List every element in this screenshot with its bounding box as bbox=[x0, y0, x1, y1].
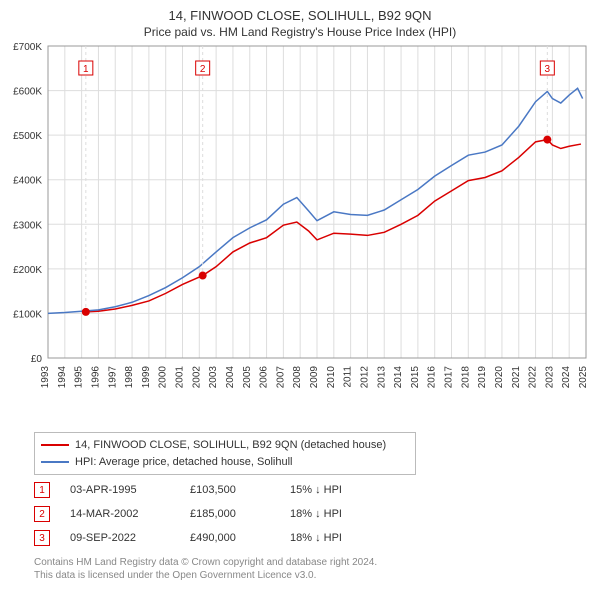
legend-label-property: 14, FINWOOD CLOSE, SOLIHULL, B92 9QN (de… bbox=[75, 437, 386, 454]
chart-plot-area: £0£100K£200K£300K£400K£500K£600K£700K199… bbox=[48, 46, 588, 396]
svg-text:2006: 2006 bbox=[259, 366, 270, 389]
svg-text:2014: 2014 bbox=[393, 366, 404, 389]
chart-svg: £0£100K£200K£300K£400K£500K£600K£700K199… bbox=[48, 46, 588, 396]
svg-text:2023: 2023 bbox=[544, 366, 555, 389]
svg-text:2020: 2020 bbox=[494, 366, 505, 389]
svg-text:2024: 2024 bbox=[561, 366, 572, 389]
sale-price-2: £185,000 bbox=[190, 508, 290, 520]
sale-date-2: 14-MAR-2002 bbox=[70, 508, 190, 520]
svg-text:2001: 2001 bbox=[175, 366, 186, 389]
svg-text:2011: 2011 bbox=[343, 366, 354, 388]
svg-text:1: 1 bbox=[83, 64, 89, 75]
chart-subtitle: Price paid vs. HM Land Registry's House … bbox=[0, 23, 600, 43]
svg-text:£700K: £700K bbox=[13, 42, 42, 53]
svg-text:2: 2 bbox=[200, 64, 206, 75]
sale-marker-1: 1 bbox=[34, 482, 50, 498]
svg-text:£400K: £400K bbox=[13, 176, 42, 187]
svg-text:£600K: £600K bbox=[13, 87, 42, 98]
legend-label-hpi: HPI: Average price, detached house, Soli… bbox=[75, 454, 293, 471]
sale-price-3: £490,000 bbox=[190, 532, 290, 544]
svg-text:2019: 2019 bbox=[477, 366, 488, 389]
svg-text:£500K: £500K bbox=[13, 131, 42, 142]
svg-text:3: 3 bbox=[545, 64, 551, 75]
table-row: 2 14-MAR-2002 £185,000 18% ↓ HPI bbox=[34, 502, 454, 526]
svg-text:1997: 1997 bbox=[107, 366, 118, 389]
svg-text:2003: 2003 bbox=[208, 366, 219, 389]
svg-text:1999: 1999 bbox=[141, 366, 152, 389]
sale-marker-2: 2 bbox=[34, 506, 50, 522]
svg-text:2008: 2008 bbox=[292, 366, 303, 389]
svg-text:2005: 2005 bbox=[242, 366, 253, 389]
sale-marker-3: 3 bbox=[34, 530, 50, 546]
svg-text:2013: 2013 bbox=[376, 366, 387, 389]
svg-text:1995: 1995 bbox=[74, 366, 85, 389]
sale-pct-2: 18% ↓ HPI bbox=[290, 508, 410, 520]
svg-text:2016: 2016 bbox=[427, 366, 438, 389]
svg-text:2000: 2000 bbox=[158, 366, 169, 389]
svg-text:2021: 2021 bbox=[511, 366, 522, 389]
table-row: 1 03-APR-1995 £103,500 15% ↓ HPI bbox=[34, 478, 454, 502]
svg-text:1993: 1993 bbox=[40, 366, 51, 389]
sale-pct-3: 18% ↓ HPI bbox=[290, 532, 410, 544]
footer-line-1: Contains HM Land Registry data © Crown c… bbox=[34, 556, 377, 569]
legend-swatch-property bbox=[41, 444, 69, 446]
svg-text:2009: 2009 bbox=[309, 366, 320, 389]
svg-text:£100K: £100K bbox=[13, 309, 42, 320]
sale-price-1: £103,500 bbox=[190, 484, 290, 496]
footer-line-2: This data is licensed under the Open Gov… bbox=[34, 569, 377, 582]
svg-text:2015: 2015 bbox=[410, 366, 421, 389]
table-row: 3 09-SEP-2022 £490,000 18% ↓ HPI bbox=[34, 526, 454, 550]
svg-text:£300K: £300K bbox=[13, 220, 42, 231]
svg-text:2018: 2018 bbox=[460, 366, 471, 389]
svg-text:1998: 1998 bbox=[124, 366, 135, 389]
chart-title: 14, FINWOOD CLOSE, SOLIHULL, B92 9QN bbox=[0, 0, 600, 23]
legend: 14, FINWOOD CLOSE, SOLIHULL, B92 9QN (de… bbox=[34, 432, 416, 475]
svg-text:£0: £0 bbox=[31, 354, 43, 365]
sale-pct-1: 15% ↓ HPI bbox=[290, 484, 410, 496]
svg-text:2004: 2004 bbox=[225, 366, 236, 389]
svg-text:1994: 1994 bbox=[57, 366, 68, 389]
svg-text:2012: 2012 bbox=[359, 366, 370, 389]
legend-item-hpi: HPI: Average price, detached house, Soli… bbox=[41, 454, 409, 471]
svg-text:£200K: £200K bbox=[13, 265, 42, 276]
sales-table: 1 03-APR-1995 £103,500 15% ↓ HPI 2 14-MA… bbox=[34, 478, 454, 550]
chart-container: 14, FINWOOD CLOSE, SOLIHULL, B92 9QN Pri… bbox=[0, 0, 600, 590]
svg-text:2022: 2022 bbox=[528, 366, 539, 389]
sale-date-3: 09-SEP-2022 bbox=[70, 532, 190, 544]
svg-text:2007: 2007 bbox=[275, 366, 286, 389]
svg-text:2002: 2002 bbox=[191, 366, 202, 389]
legend-item-property: 14, FINWOOD CLOSE, SOLIHULL, B92 9QN (de… bbox=[41, 437, 409, 454]
svg-text:2017: 2017 bbox=[444, 366, 455, 389]
legend-swatch-hpi bbox=[41, 461, 69, 463]
svg-text:2025: 2025 bbox=[578, 366, 589, 389]
footer: Contains HM Land Registry data © Crown c… bbox=[34, 556, 377, 582]
svg-text:2010: 2010 bbox=[326, 366, 337, 389]
sale-date-1: 03-APR-1995 bbox=[70, 484, 190, 496]
svg-text:1996: 1996 bbox=[90, 366, 101, 389]
